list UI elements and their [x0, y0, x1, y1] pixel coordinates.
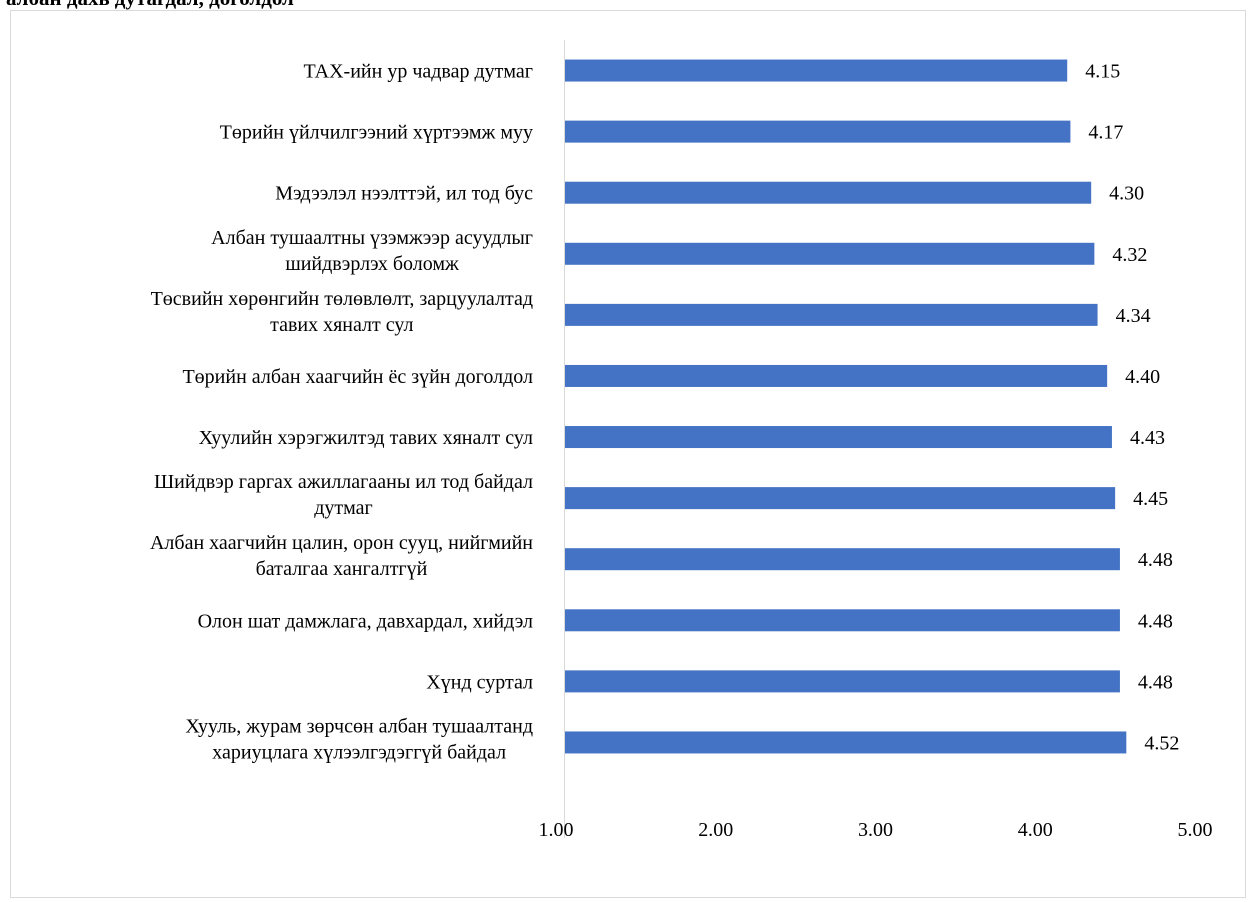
- bar-4: [565, 242, 1095, 265]
- data-label-1: 4.15: [1085, 61, 1120, 83]
- bar-3: [565, 181, 1092, 204]
- data-label-2: 4.17: [1088, 122, 1123, 144]
- data-label-6: 4.40: [1125, 366, 1160, 388]
- category-label-line: Төсвийн хөрөнгийн төлөвлөлт, зарцуулалта…: [151, 288, 533, 310]
- bar-6: [565, 364, 1108, 387]
- data-label-5: 4.34: [1116, 305, 1151, 327]
- category-label-line: Шийдвэр гаргах ажиллагааны ил тод байдал: [154, 471, 533, 493]
- data-label-4: 4.32: [1112, 244, 1147, 266]
- bar-1: [565, 59, 1068, 82]
- category-label-2: Төрийн үйлчилгээний хүртээмж муу: [220, 122, 533, 144]
- category-label-line: тавих хяналт сул: [270, 314, 413, 336]
- x-tick-label-1: 1.00: [539, 819, 574, 841]
- bar-8: [565, 487, 1116, 510]
- data-label-7: 4.43: [1130, 427, 1165, 449]
- x-tick-label-4: 4.00: [1018, 819, 1053, 841]
- category-label-line: дутмаг: [314, 497, 373, 519]
- data-label-10: 4.48: [1138, 610, 1173, 632]
- category-label-7: Хуулийн хэрэгжилтэд тавих хяналт сул: [199, 427, 533, 449]
- data-label-11: 4.48: [1138, 671, 1173, 693]
- category-label-9: Албан хаагчийн цалин, орон сууц, нийгмий…: [150, 532, 533, 580]
- category-label-12: Хууль, журам зөрчсөн албан тушаалтанд хар…: [185, 715, 533, 763]
- category-label-line: Хуулийн хэрэгжилтэд тавих хяналт сул: [199, 427, 533, 449]
- bar-12: [565, 731, 1127, 754]
- data-label-9: 4.48: [1138, 549, 1173, 571]
- x-tick-label-2: 2.00: [698, 819, 733, 841]
- category-label-11: Хүнд суртал: [426, 671, 533, 693]
- chart-title-cut: албан дахь дутагдал, доголдол: [6, 0, 294, 11]
- category-label-line: Албан хаагчийн цалин, орон сууц, нийгмий…: [150, 532, 533, 554]
- x-tick-label-5: 5.00: [1178, 819, 1213, 841]
- bar-11: [565, 670, 1120, 693]
- category-label-line: ТАХ-ийн ур чадвар дутмаг: [303, 61, 533, 83]
- category-label-line: Мэдээлэл нээлттэй, ил тод бус: [275, 183, 533, 205]
- x-tick-label-3: 3.00: [858, 819, 893, 841]
- data-label-12: 4.52: [1144, 732, 1179, 754]
- category-label-line: Албан тушаалтны үзэмжээр асуудлыг: [211, 227, 533, 249]
- category-label-line: шийдвэрлэх боломж: [285, 253, 459, 275]
- category-label-line: баталгаа хангалтгүй: [256, 558, 428, 580]
- category-label-8: Шийдвэр гаргах ажиллагааны ил тод байдал…: [154, 471, 533, 519]
- category-label-line: Төрийн албан хаагчийн ёс зүйн доголдол: [182, 366, 533, 388]
- category-label-5: Төсвийн хөрөнгийн төлөвлөлт, зарцуулалта…: [151, 288, 533, 336]
- category-label-line: Хууль, журам зөрчсөн албан тушаалтанд: [185, 715, 533, 737]
- category-label-1: ТАХ-ийн ур чадвар дутмаг: [303, 61, 533, 83]
- category-label-line: Олон шат дамжлага, давхардал, хийдэл: [198, 610, 533, 632]
- bar-7: [565, 426, 1112, 449]
- category-label-6: Төрийн албан хаагчийн ёс зүйн доголдол: [182, 366, 533, 388]
- category-label-10: Олон шат дамжлага, давхардал, хийдэл: [198, 610, 533, 632]
- data-label-8: 4.45: [1133, 488, 1168, 510]
- category-label-line: Хүнд суртал: [426, 671, 533, 693]
- data-label-3: 4.30: [1109, 183, 1144, 205]
- category-label-line: хариуцлага хүлээлгэдэггүй байдал: [212, 741, 506, 763]
- category-label-line: Төрийн үйлчилгээний хүртээмж муу: [220, 122, 533, 144]
- category-label-3: Мэдээлэл нээлттэй, ил тод бус: [275, 183, 533, 205]
- bar-9: [565, 548, 1120, 571]
- category-label-4: Албан тушаалтны үзэмжээр асуудлыг шийдвэр…: [211, 227, 533, 275]
- bar-5: [565, 303, 1098, 326]
- bar-10: [565, 609, 1120, 632]
- bar-2: [565, 120, 1071, 143]
